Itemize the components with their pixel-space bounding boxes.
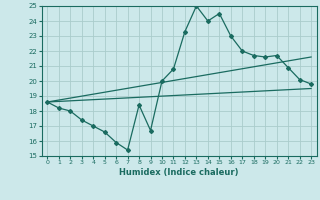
X-axis label: Humidex (Indice chaleur): Humidex (Indice chaleur): [119, 168, 239, 177]
